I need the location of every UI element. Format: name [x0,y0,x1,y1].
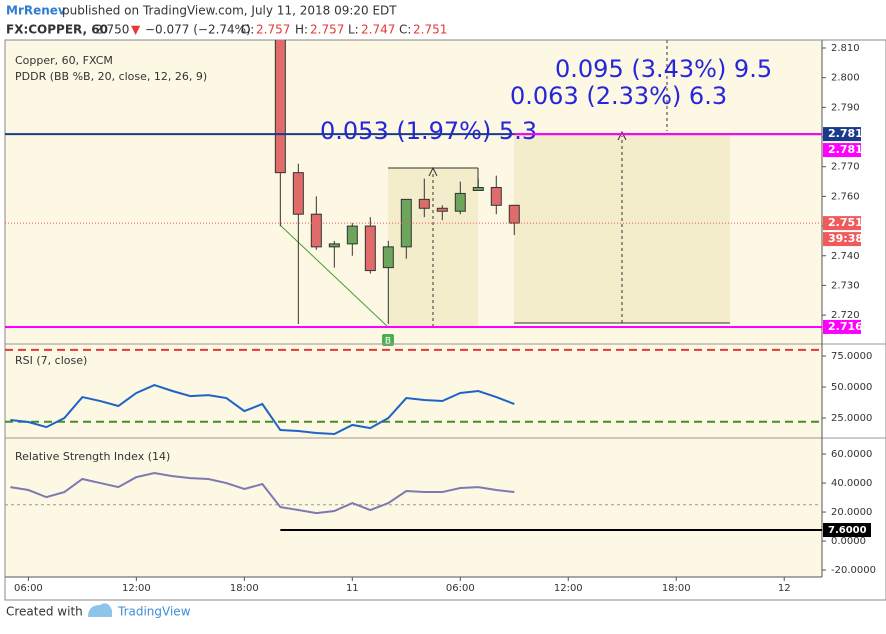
signal-marker [382,334,394,346]
ohlc-value: 2.757 [310,23,344,37]
y-tick-label: 2.720 [831,310,860,321]
candle-body [400,198,412,248]
x-tick-label: 06:00 [446,583,475,594]
price-label: 2.781 [828,127,863,140]
pane-title: RSI (7, close) [15,354,87,367]
y-tick-label: 50.0000 [831,382,872,393]
candle-body [292,172,304,215]
change: −0.077 (−2.74%) [145,23,251,37]
y-tick-label: 2.760 [831,191,860,202]
y-tick-label: 2.800 [831,73,860,84]
candle-body [490,186,502,206]
x-tick-label: 12:00 [122,583,151,594]
candle-body [436,207,448,212]
legend-title: Copper, 60, FXCM [15,54,113,67]
candle-body [310,213,322,248]
annotation: 0.063 (2.33%) 6.3 [510,82,727,110]
price-label-box [823,319,861,334]
indicator-line [10,472,515,515]
y-tick-label: 75.0000 [831,351,872,362]
candle-body [346,225,358,245]
y-tick-label: -20.0000 [831,565,876,576]
pane-title: Relative Strength Index (14) [15,450,170,463]
ohlc-label: H: [295,23,308,37]
frame [4,39,886,601]
price-label-box [823,143,861,158]
candle-body [274,40,286,174]
y-tick-label: 20.0000 [831,507,872,518]
candle-body [364,225,376,272]
candle-body [472,186,484,191]
x-tick-label: 12 [778,583,791,594]
price-label: 2.716 [828,320,863,333]
change-arrow: ▼ [131,23,141,37]
countdown: 39:38 [828,232,863,245]
price-label-box [823,127,861,142]
logo [88,603,112,617]
y-tick-label: 2.740 [831,251,860,262]
arrow-head [617,130,627,141]
annotation: 0.053 (1.97%) 5.3 [320,117,537,145]
ohlc-label: O: [241,23,254,37]
last-price: 2.750 [95,23,129,37]
candle-body [454,192,466,212]
ohlc-label: C: [399,23,411,37]
candle-body [328,243,340,248]
main-plot [274,40,520,325]
y-tick-label: 25.0000 [831,413,872,424]
candle-body [382,246,394,269]
x-tick-label: 18:00 [230,583,259,594]
ohlc-value: 2.747 [361,23,395,37]
y-tick-label: 2.790 [831,102,860,113]
hline-label-box [823,523,871,538]
price-label-box [823,216,861,231]
symbol: FX:COPPER, 60 [6,23,108,37]
ohlc-value: 2.757 [256,23,290,37]
hline-label: 7.6000 [828,525,867,536]
y-tick-label: 60.0000 [831,449,872,460]
publish-info: published on TradingView.com, July 11, 2… [62,4,397,18]
annotation: 0.095 (3.43%) 9.5 [555,55,772,83]
y-tick-label: 2.810 [831,43,860,54]
ohlc-value: 2.751 [413,23,447,37]
candle-body [508,204,520,224]
indicator-line [10,383,515,436]
y-tick-label: 0.0000 [831,536,866,547]
footer-text: Created with [6,605,83,619]
author: MrRenev [6,4,66,18]
y-tick-label: 2.730 [831,280,860,291]
ohlc-label: L: [348,23,359,37]
y-tick-label: 2.770 [831,162,860,173]
y-tick-label: 40.0000 [831,478,872,489]
x-tick-label: 18:00 [662,583,691,594]
candle-body [418,198,430,209]
arrow-head [428,166,438,177]
price-label: 2.781 [828,143,863,156]
signal-marker-label: B [385,337,391,347]
countdown-box [823,232,861,247]
x-tick-label: 11 [346,583,359,594]
projection-box [514,134,730,323]
price-label: 2.751 [828,216,863,229]
legend-subtitle: PDDR (BB %B, 20, close, 12, 26, 9) [15,70,207,83]
x-tick-label: 06:00 [14,583,43,594]
x-tick-label: 12:00 [554,583,583,594]
footer-brand[interactable]: TradingView [117,605,191,619]
